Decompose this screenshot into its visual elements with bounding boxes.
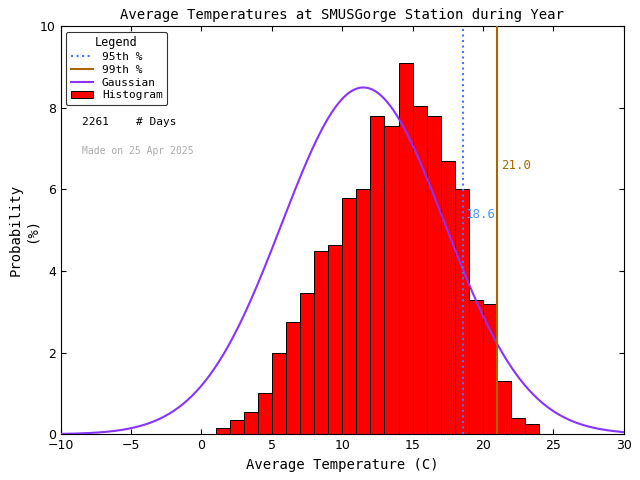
Bar xyxy=(230,420,244,434)
Bar xyxy=(427,116,441,434)
Legend: 95th %, 99th %, Gaussian, Histogram: 95th %, 99th %, Gaussian, Histogram xyxy=(66,32,167,105)
Title: Average Temperatures at SMUSGorge Station during Year: Average Temperatures at SMUSGorge Statio… xyxy=(120,8,564,23)
Text: Made on 25 Apr 2025: Made on 25 Apr 2025 xyxy=(82,145,194,156)
Bar xyxy=(455,190,469,434)
Bar xyxy=(286,322,300,434)
Bar xyxy=(258,394,272,434)
Bar xyxy=(385,126,399,434)
Bar xyxy=(399,63,413,434)
Bar xyxy=(300,293,314,434)
Bar xyxy=(356,190,371,434)
Bar xyxy=(469,300,483,434)
Text: 18.6: 18.6 xyxy=(465,208,495,221)
Y-axis label: Probability
(%): Probability (%) xyxy=(8,184,38,276)
Bar xyxy=(413,106,427,434)
Bar xyxy=(371,116,385,434)
Bar xyxy=(525,424,540,434)
Bar xyxy=(342,198,356,434)
Bar xyxy=(511,418,525,434)
Bar xyxy=(441,161,455,434)
Bar xyxy=(244,412,258,434)
Bar xyxy=(483,304,497,434)
Text: 2261    # Days: 2261 # Days xyxy=(82,117,177,127)
Bar xyxy=(328,244,342,434)
X-axis label: Average Temperature (C): Average Temperature (C) xyxy=(246,457,438,472)
Text: 21.0: 21.0 xyxy=(501,159,531,172)
Bar xyxy=(314,251,328,434)
Bar xyxy=(272,353,286,434)
Bar xyxy=(497,381,511,434)
Bar xyxy=(216,428,230,434)
